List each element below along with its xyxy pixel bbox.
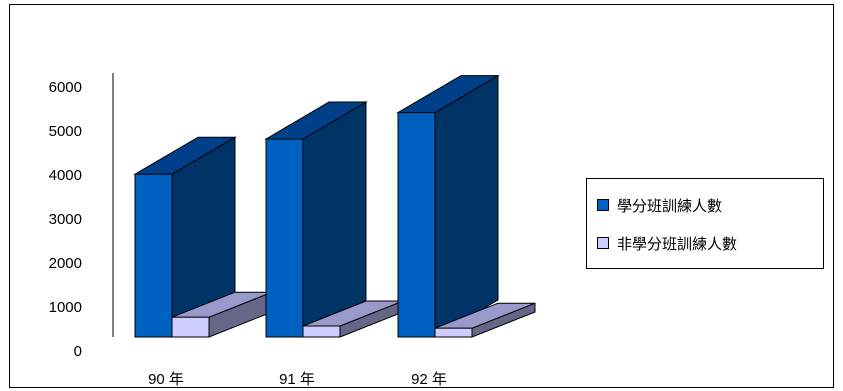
y-tick-label-0: 0: [74, 343, 82, 360]
legend-item-series-1: 學分班訓練人數: [597, 195, 722, 215]
bar-series-1-2-front: [397, 112, 436, 338]
x-tick-label-0: 90 年: [148, 371, 184, 388]
bar-series-2-1-front: [302, 325, 341, 338]
y-tick-label-1000: 1000: [49, 299, 82, 316]
x-tick-label-1: 91 年: [279, 371, 315, 388]
labels-layer: 0 1000 2000 3000 4000 5000 6000 90 年 91 年 92 年: [49, 79, 447, 388]
bar-series-2-0-front: [171, 316, 210, 338]
y-tick-label-6000: 6000: [49, 79, 82, 96]
bar-series-1-2-side: [434, 74, 499, 338]
legend-swatch-series-1: [597, 199, 609, 211]
legend-swatch-series-2: [597, 237, 609, 249]
y-tick-label-2000: 2000: [49, 255, 82, 272]
bar-series-2-2-front: [434, 327, 473, 338]
bar-series-1-1-side: [302, 101, 367, 338]
legend: 學分班訓練人數 非學分班訓練人數: [586, 178, 824, 269]
y-tick-label-3000: 3000: [49, 211, 82, 228]
bars-layer: [133, 74, 536, 338]
legend-label-series-1: 學分班訓練人數: [617, 196, 723, 215]
bar-series-1-0-front: [134, 173, 173, 338]
y-tick-label-5000: 5000: [49, 123, 82, 140]
bar-series-1-1-front: [265, 138, 304, 338]
legend-item-series-2: 非學分班訓練人數: [597, 233, 737, 253]
x-tick-label-2: 92 年: [411, 371, 447, 388]
y-tick-label-4000: 4000: [49, 167, 82, 184]
legend-label-series-2: 非學分班訓練人數: [617, 234, 738, 253]
